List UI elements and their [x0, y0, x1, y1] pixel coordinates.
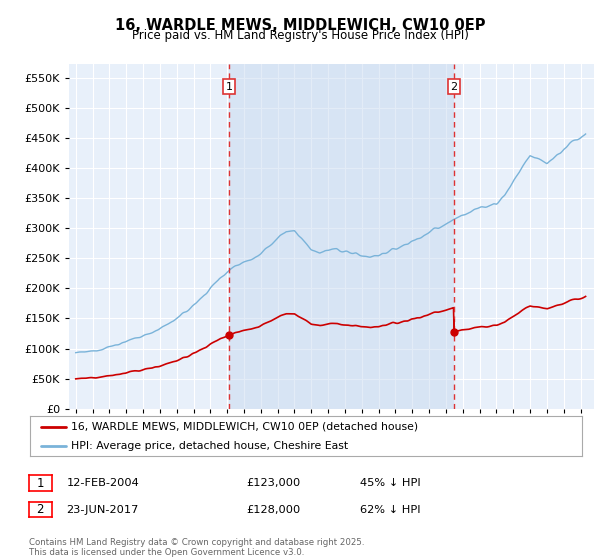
- Bar: [229, 64, 454, 409]
- Text: £128,000: £128,000: [246, 505, 300, 515]
- Text: 2: 2: [451, 82, 458, 92]
- Text: Contains HM Land Registry data © Crown copyright and database right 2025.
This d: Contains HM Land Registry data © Crown c…: [29, 538, 364, 557]
- Text: 1: 1: [37, 477, 44, 490]
- Text: £123,000: £123,000: [246, 478, 300, 488]
- Text: 62% ↓ HPI: 62% ↓ HPI: [360, 505, 421, 515]
- Text: 12-FEB-2004: 12-FEB-2004: [67, 478, 139, 488]
- Text: Price paid vs. HM Land Registry's House Price Index (HPI): Price paid vs. HM Land Registry's House …: [131, 29, 469, 42]
- Text: 23-JUN-2017: 23-JUN-2017: [67, 505, 139, 515]
- Text: HPI: Average price, detached house, Cheshire East: HPI: Average price, detached house, Ches…: [71, 441, 349, 450]
- Text: 16, WARDLE MEWS, MIDDLEWICH, CW10 0EP (detached house): 16, WARDLE MEWS, MIDDLEWICH, CW10 0EP (d…: [71, 422, 419, 432]
- Text: 45% ↓ HPI: 45% ↓ HPI: [360, 478, 421, 488]
- Text: 1: 1: [226, 82, 233, 92]
- Text: 2: 2: [37, 503, 44, 516]
- Text: 16, WARDLE MEWS, MIDDLEWICH, CW10 0EP: 16, WARDLE MEWS, MIDDLEWICH, CW10 0EP: [115, 18, 485, 33]
